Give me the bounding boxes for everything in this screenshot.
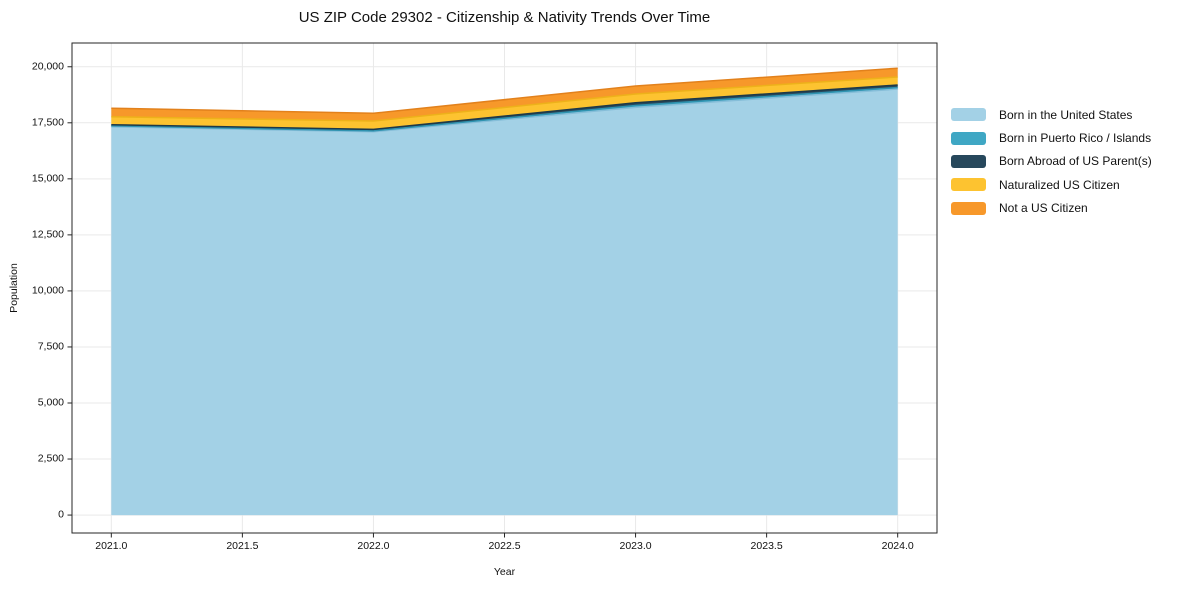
x-tick-label: 2023.5 xyxy=(750,540,783,552)
y-tick-label: 20,000 xyxy=(31,60,64,73)
legend-swatch xyxy=(951,201,986,215)
legend-item: Born Abroad of US Parent(s) xyxy=(951,150,1152,173)
chart-title: US ZIP Code 29302 - Citizenship & Nativi… xyxy=(298,9,711,26)
area-edge-4 xyxy=(111,67,898,115)
legend-label: Born Abroad of US Parent(s) xyxy=(999,154,1152,169)
legend-label: Born in the United States xyxy=(999,107,1133,122)
area-edge-3 xyxy=(111,76,898,122)
legend-item: Not a US Citizen xyxy=(951,197,1152,220)
x-tick-label: 2022.0 xyxy=(357,540,390,552)
legend-swatch xyxy=(951,178,986,192)
x-tick-label: 2022.5 xyxy=(488,540,521,552)
legend-item: Born in the United States xyxy=(951,103,1152,126)
legend-swatch xyxy=(951,131,986,145)
x-tick-label: 2021.0 xyxy=(95,540,128,552)
x-axis-label: Year xyxy=(493,566,516,578)
area-edge-0 xyxy=(111,88,898,133)
y-tick-label: 17,500 xyxy=(31,116,64,129)
legend-swatch xyxy=(951,108,986,122)
legend-swatch xyxy=(951,154,986,168)
y-tick-label: 10,000 xyxy=(31,284,64,297)
y-tick-label: 5,000 xyxy=(37,396,64,409)
y-tick-label: 7,500 xyxy=(37,340,64,353)
legend: Born in the United States Born in Puerto … xyxy=(951,103,1152,220)
legend-label: Born in Puerto Rico / Islands xyxy=(999,131,1152,146)
area-series-4 xyxy=(111,68,898,122)
legend-item: Born in Puerto Rico / Islands xyxy=(951,126,1152,149)
y-tick-label: 15,000 xyxy=(31,172,64,185)
y-tick-label: 0 xyxy=(58,508,64,521)
area-edge-1 xyxy=(111,86,898,132)
x-tick-label: 2024.0 xyxy=(881,540,914,552)
y-tick-label: 2,500 xyxy=(37,452,64,465)
x-tick-label: 2023.0 xyxy=(619,540,652,552)
legend-label: Not a US Citizen xyxy=(999,201,1088,216)
area-edge-2 xyxy=(111,84,898,131)
x-tick-label: 2021.5 xyxy=(226,540,259,552)
legend-item: Naturalized US Citizen xyxy=(951,173,1152,196)
y-tick-label: 12,500 xyxy=(31,228,64,241)
area-series-0 xyxy=(111,89,898,516)
legend-label: Naturalized US Citizen xyxy=(999,177,1120,192)
